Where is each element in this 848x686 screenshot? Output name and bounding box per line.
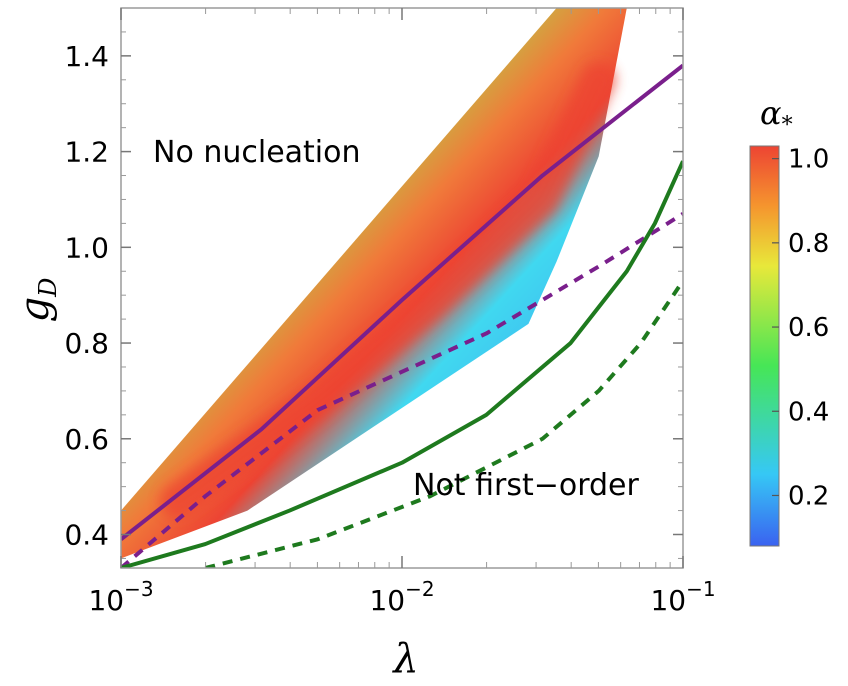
colorbar-tick-label: 0.8 <box>788 229 829 259</box>
y-axis-title-main: g <box>12 297 58 323</box>
colorbar-tick-label: 0.4 <box>788 397 829 427</box>
region-fill <box>121 8 627 559</box>
annotation-no-nucleation: No nucleation <box>153 135 361 170</box>
svg-text:gD: gD <box>12 278 62 323</box>
x-tick-label-base: 10 <box>88 584 124 617</box>
x-tick-label: 10−2 <box>369 577 434 617</box>
colorbar-tick-label: 1.0 <box>788 145 829 175</box>
x-tick-label: 10−1 <box>650 577 715 617</box>
series-line-2 <box>121 160 683 568</box>
colorbar <box>749 145 780 547</box>
colorbar-title-main: α <box>760 94 782 132</box>
series-line-3 <box>204 279 683 568</box>
y-tick-label: 1.4 <box>64 40 109 73</box>
x-tick-label: 10−3 <box>88 577 153 617</box>
x-tick-label-base: 10 <box>369 584 405 617</box>
y-tick-label: 0.8 <box>64 327 109 360</box>
x-tick-label-base: 10 <box>650 584 686 617</box>
y-tick-label: 0.4 <box>64 518 109 551</box>
y-tick-label: 1.2 <box>64 136 109 169</box>
series-line-1 <box>121 212 683 568</box>
y-tick-label: 0.6 <box>64 423 109 456</box>
colorbar-title-sub: * <box>782 113 793 138</box>
y-axis-title-sub: D <box>34 278 62 298</box>
x-axis-title: λ <box>391 636 418 682</box>
colorbar-title: α* <box>760 94 793 138</box>
y-tick-label: 1.0 <box>64 231 109 264</box>
x-tick-label-exp: −3 <box>124 577 153 601</box>
colorbar-tick-label: 0.2 <box>788 481 829 511</box>
annotation-not-first-order: Not first−order <box>413 468 640 503</box>
x-tick-label-exp: −1 <box>686 577 715 601</box>
x-tick-label-exp: −2 <box>405 577 434 601</box>
colorbar-tick-label: 0.6 <box>788 313 829 343</box>
series-line-0 <box>121 63 683 541</box>
y-axis-title: gD <box>12 278 62 323</box>
